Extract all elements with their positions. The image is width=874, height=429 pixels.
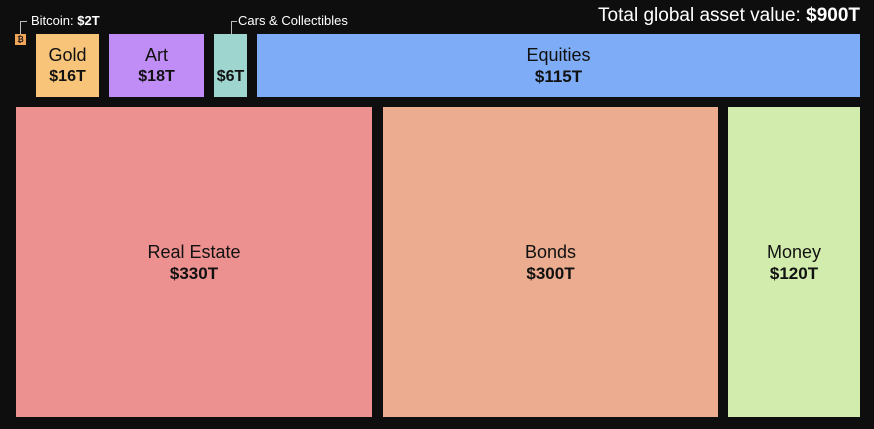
tile-art-value: $18T <box>138 68 175 85</box>
tile-equities-name: Equities <box>526 45 591 65</box>
bitcoin-value: $2T <box>77 13 100 28</box>
tile-money-value: $120T <box>769 263 819 283</box>
tile-art-name: Art <box>144 45 168 65</box>
total-label: Total global asset value: <box>598 5 801 26</box>
tile-bonds-name: Bonds <box>524 241 577 262</box>
tile-gold-name: Gold <box>48 45 87 65</box>
cars-leader-line <box>231 21 237 34</box>
tile-cars-collectibles[interactable]: $6T <box>214 34 247 97</box>
tile-gold[interactable]: Gold $16T <box>36 34 99 97</box>
tile-money[interactable]: Money $120T <box>728 107 860 417</box>
tile-equities[interactable]: Equities $115T <box>257 34 860 97</box>
tile-gold-value: $16T <box>49 68 86 85</box>
bitcoin-callout: Bitcoin: $2T <box>31 13 100 28</box>
tile-money-name: Money <box>766 241 822 262</box>
tile-bonds-value: $300T <box>526 263 575 283</box>
tile-bonds[interactable]: Bonds $300T <box>383 107 718 417</box>
total-value-header: Total global asset value: $900T <box>598 5 860 27</box>
tile-art[interactable]: Art $18T <box>109 34 204 97</box>
tile-bitcoin[interactable]: ₿ <box>15 34 26 45</box>
bitcoin-leader-line <box>20 21 27 34</box>
tile-cars-value: $6T <box>216 68 245 85</box>
tile-real-estate-name: Real Estate <box>147 241 241 262</box>
bitcoin-icon: ₿ <box>17 35 24 44</box>
tile-real-estate-value: $330T <box>169 263 219 283</box>
bitcoin-label: Bitcoin: <box>31 13 74 28</box>
cars-callout: Cars & Collectibles <box>238 13 348 28</box>
tile-real-estate[interactable]: Real Estate $330T <box>16 107 372 417</box>
cars-label: Cars & Collectibles <box>238 13 348 28</box>
total-value: $900T <box>806 5 860 26</box>
tile-equities-value: $115T <box>534 67 583 86</box>
